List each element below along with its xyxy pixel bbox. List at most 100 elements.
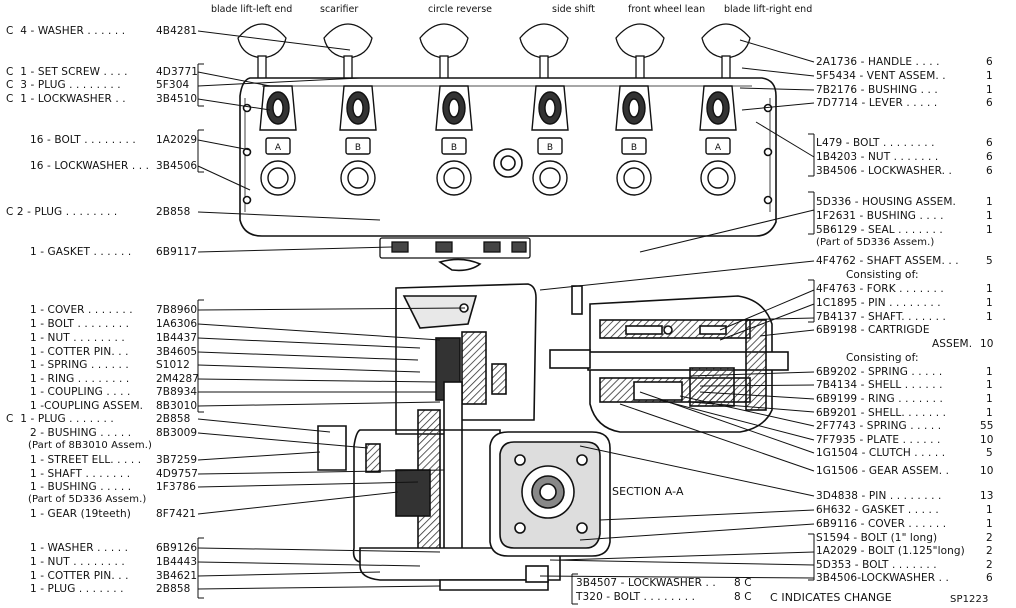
part-quantity: 1 [986,297,993,309]
valve-spool: B [531,85,569,196]
leader-line [639,209,815,253]
left-part-row: 1 - GASKET . . . . . . 6B9117 [30,246,197,258]
leader-line [197,364,421,373]
part-description: 1 - COTTER PIN. . . [30,346,129,358]
part-description: 7B4134 - SHELL . . . . . . [816,379,943,391]
left-part-row: 16 - LOCKWASHER . . . 3B4506 [30,160,197,172]
part-description: 1 - COVER . . . . . . . [30,304,133,316]
leader-line [197,378,437,383]
part-quantity: 1 [986,70,993,82]
right-part-row: 6B9202 - SPRING . . . . . 1 [816,366,993,378]
part-description: 1 - PLUG . . . . . . . [30,583,124,595]
left-part-row: 16 - BOLT . . . . . . . . 1A2029 [30,134,197,146]
leader-line [197,98,271,111]
part-number: 6B9126 [156,542,198,554]
left-part-row: 1 - STREET ELL. . . . . 3B7259 [30,454,197,466]
right-part-row: 6B9198 - CARTRIGDE [816,324,984,336]
part-description: 6B9201 - SHELL. . . . . . . [816,407,947,419]
spool-letter: B [547,143,553,153]
leader-line [197,561,421,567]
part-quantity: 6 [986,572,993,584]
right-part-row: 1A2029 - BOLT (1.125"long) 2 [816,545,993,557]
part-description: C 4 - WASHER . . . . . . [6,25,126,37]
part-description: 3B4507 - LOCKWASHER . . [576,577,716,589]
right-part-row: 5F5434 - VENT ASSEM. . 1 [816,70,993,82]
left-part-row: 1 - NUT . . . . . . . . 1B4437 [30,332,197,344]
leader-line [197,469,445,475]
part-number: 3B4506 [156,160,198,172]
left-part-row: C 1 - PLUG . . . . . . . 2B858 [6,413,190,425]
valve-body [239,77,777,237]
part-number: 2B858 [156,206,191,218]
part-quantity: 6 [986,151,993,163]
figure-id: SP1223 [950,594,989,605]
leader-line [197,571,381,577]
part-description: 1 - STREET ELL. . . . . [30,454,142,466]
part-description: (Part of 5D336 Assem.) [28,494,147,505]
part-number: 4B4281 [156,25,198,37]
right-part-row: 6B9201 - SHELL. . . . . . . 1 [816,407,993,419]
part-description: 1A2029 - BOLT (1.125"long) [816,545,965,557]
leader-line [197,351,419,361]
part-description: S1594 - BOLT (1" long) [816,532,938,544]
leader-line [639,391,815,454]
right-part-row: 5D336 - HOUSING ASSEM. 1 [816,196,993,208]
part-quantity: 5 [986,255,993,267]
part-description: 5F5434 - VENT ASSEM. . [816,70,946,82]
leader-line [599,509,815,521]
right-part-row: 2A1736 - HANDLE . . . . 6 [816,56,993,68]
right-part-row: 1C1895 - PIN . . . . . . . . 1 [816,297,993,309]
left-part-row: 1 - GEAR (19teeth) 8F7421 [30,508,196,520]
part-description: 1B4203 - NUT . . . . . . . [816,151,939,163]
leader-line [719,303,815,341]
part-quantity: 13 [980,490,994,502]
right-part-row: Consisting of: [846,352,984,364]
part-description: Consisting of: [846,269,919,281]
part-description: (Part of 5D336 Assem.) [816,237,935,248]
leader-line [197,246,393,253]
left-part-row: 2 - BUSHING . . . . . 8B3009 [30,427,197,439]
part-description: 1 - NUT . . . . . . . . [30,556,125,568]
part-description: 2 - BUSHING . . . . . [30,427,132,439]
left-part-row: C 4 - WASHER . . . . . . 4B4281 [6,25,197,37]
part-description: ASSEM. [932,338,973,350]
leader-line [739,39,815,63]
right-part-row: 7F7935 - PLATE . . . . . . 10 [816,434,993,446]
left-part-row: C 3 - PLUG . . . . . . . . 5F304 [6,79,189,91]
right-part-row: ASSEM. 10 [932,338,993,350]
leader-line [759,329,815,337]
leader-line [689,371,815,377]
control-handles [237,23,751,85]
right-part-row: 3B4506 - LOCKWASHER. . 6 [816,165,993,177]
part-description: 3B4506-LOCKWASHER . . [816,572,949,584]
left-part-row: 1 - SPRING . . . . . . S1012 [30,359,190,371]
handle-knob [419,23,469,59]
right-part-row: (Part of 5D336 Assem.) [816,237,984,249]
part-number: 8B3009 [156,427,198,439]
part-number: 5F304 [156,79,190,91]
part-number: 1A2029 [156,134,198,146]
part-description: 2F7743 - SPRING . . . . . [816,420,942,432]
part-description: 1 - SPRING . . . . . . [30,359,129,371]
leader-line [197,323,441,341]
right-part-row: 4F4762 - SHAFT ASSEM. . . 5 [816,255,993,267]
left-part-row: 1 - COTTER PIN. . . 3B4621 [30,570,197,582]
part-quantity: 2 [986,532,993,544]
right-part-row: S1594 - BOLT (1" long) 2 [816,532,993,544]
right-part-row: 1B4203 - NUT . . . . . . . 6 [816,151,993,163]
part-description: 7B2176 - BUSHING . . . [816,84,938,96]
part-number: 7B8934 [156,386,198,398]
right-part-row: Consisting of: [846,269,984,281]
part-quantity: 1 [986,311,993,323]
right-part-row: 4F4763 - FORK . . . . . . . 1 [816,283,993,295]
part-description: 6B9202 - SPRING . . . . . [816,366,943,378]
left-part-row: 1 - COVER . . . . . . . 7B8960 [30,304,197,316]
part-description: L479 - BOLT . . . . . . . . [816,137,935,149]
leader-line [197,451,321,461]
part-description: 1C1895 - PIN . . . . . . . . [816,297,941,309]
leader-line [729,317,815,321]
part-quantity: 1 [986,84,993,96]
part-description: 5B6129 - SEAL . . . . . . . [816,224,943,236]
part-description: 4F4763 - FORK . . . . . . . [816,283,944,295]
